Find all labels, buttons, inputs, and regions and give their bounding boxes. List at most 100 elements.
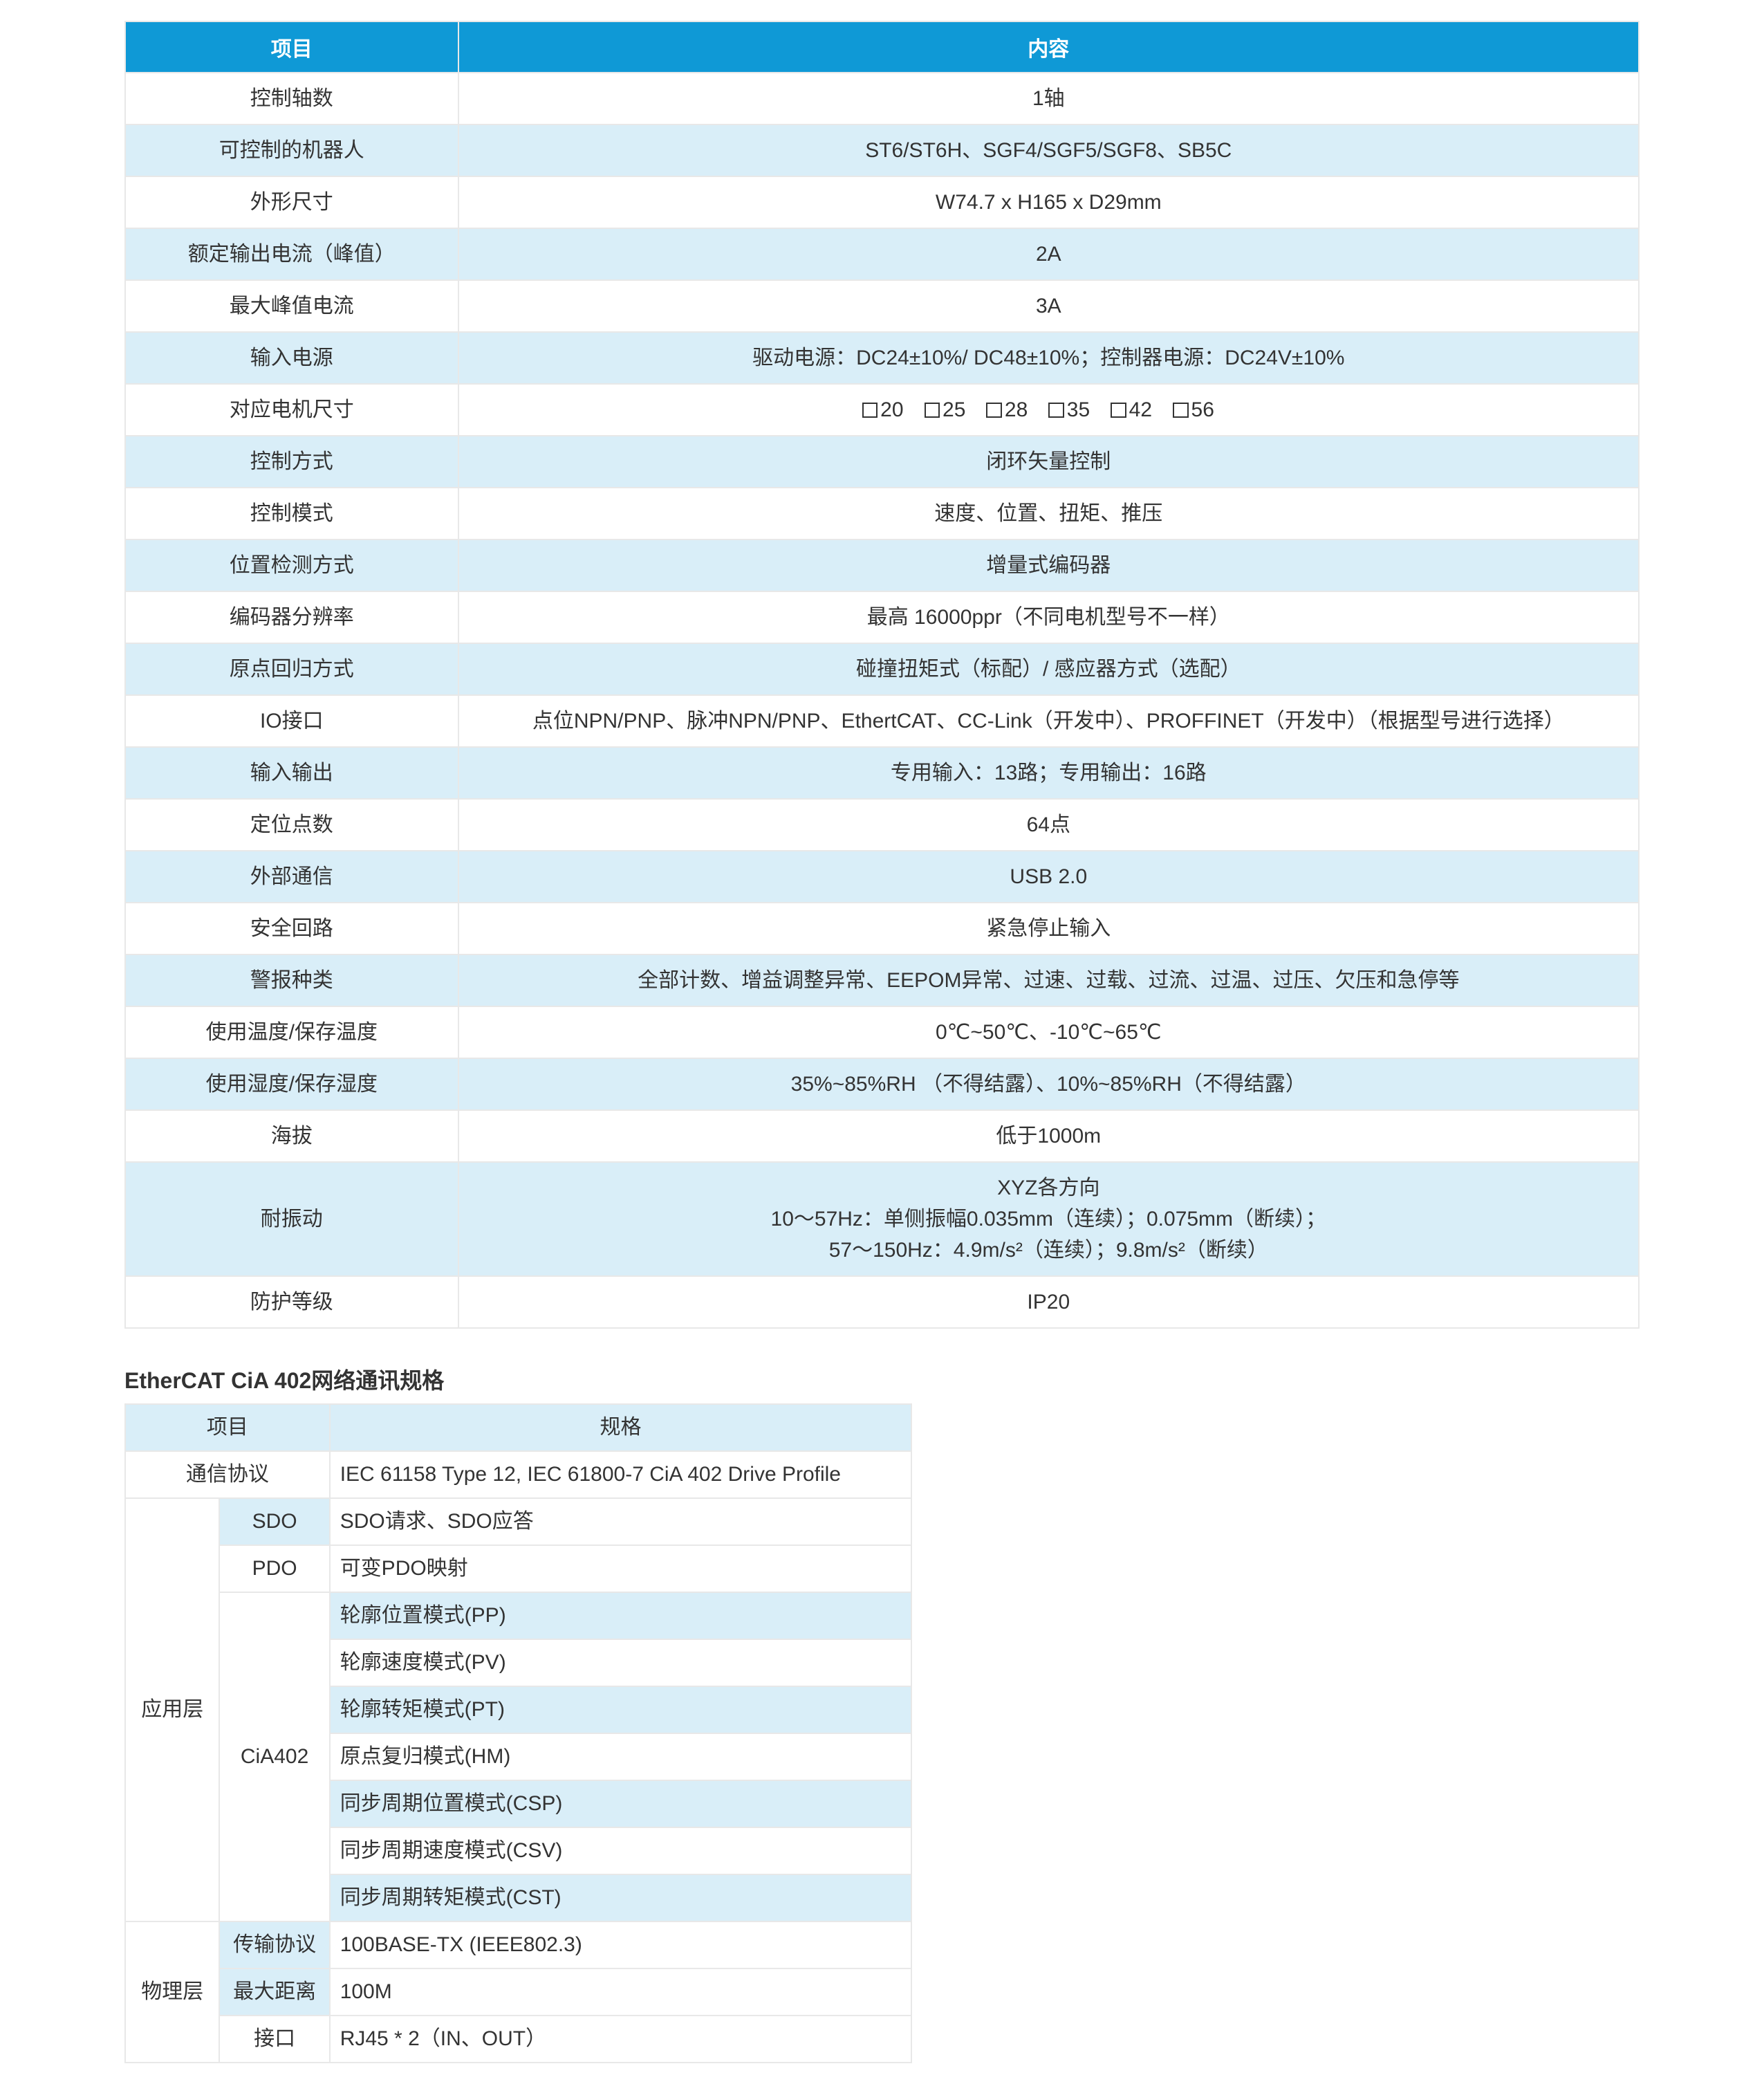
table-row: 最大距离100M (125, 1968, 911, 2016)
spec-value: ST6/ST6H、SGF4/SGF5/SGF8、SB5C (458, 125, 1639, 176)
spec-value: 专用输入：13路；专用输出：16路 (458, 747, 1639, 799)
spec-label: 输入输出 (125, 747, 458, 799)
spec-label: 耐振动 (125, 1162, 458, 1276)
table-row: 原点回归方式碰撞扭矩式（标配）/ 感应器方式（选配） (125, 643, 1639, 695)
net-value: 轮廓位置模式(PP) (330, 1592, 912, 1639)
spec-value: XYZ各方向10～57Hz：单侧振幅0.035mm（连续）；0.075mm（断续… (458, 1162, 1639, 1276)
checkbox-icon (925, 403, 940, 418)
checkbox-label: 42 (1129, 398, 1173, 421)
checkbox-icon (1048, 403, 1064, 418)
spec-value: 35%~85%RH （不得结露）、10%~85%RH（不得结露） (458, 1058, 1639, 1110)
spec-label: 原点回归方式 (125, 643, 458, 695)
spec-label: 海拔 (125, 1110, 458, 1162)
net-sub: CiA402 (219, 1592, 329, 1921)
spec-value: IP20 (458, 1276, 1639, 1328)
table-row: 外部通信USB 2.0 (125, 851, 1639, 903)
table-row: 应用层SDOSDO请求、SDO应答 (125, 1498, 911, 1545)
net-value: 原点复归模式(HM) (330, 1733, 912, 1780)
table-row: PDO可变PDO映射 (125, 1545, 911, 1592)
table-row: 额定输出电流（峰值）2A (125, 228, 1639, 280)
spec-value: 2A (458, 228, 1639, 280)
net-value: 100M (330, 1968, 912, 2016)
table-row: CiA402轮廓位置模式(PP) (125, 1592, 911, 1639)
net-sub: PDO (219, 1545, 329, 1592)
spec-label: 使用湿度/保存湿度 (125, 1058, 458, 1110)
net-value: 同步周期速度模式(CSV) (330, 1827, 912, 1874)
net-value: 轮廓速度模式(PV) (330, 1639, 912, 1686)
spec-value: 增量式编码器 (458, 540, 1639, 591)
table-row: 位置检测方式增量式编码器 (125, 540, 1639, 591)
spec-value: 全部计数、增益调整异常、EEPOM异常、过速、过载、过流、过温、过压、欠压和急停… (458, 955, 1639, 1006)
spec-value: 64点 (458, 799, 1639, 851)
spec-value: USB 2.0 (458, 851, 1639, 903)
net-value: SDO请求、SDO应答 (330, 1498, 912, 1545)
spec-value: 闭环矢量控制 (458, 436, 1639, 488)
spec-label: 定位点数 (125, 799, 458, 851)
table-row: 通信协议IEC 61158 Type 12, IEC 61800-7 CiA 4… (125, 1451, 911, 1498)
spec-value: 点位NPN/PNP、脉冲NPN/PNP、EthertCAT、CC-Link（开发… (458, 695, 1639, 747)
net-value: 轮廓转矩模式(PT) (330, 1686, 912, 1733)
net-value: IEC 61158 Type 12, IEC 61800-7 CiA 402 D… (330, 1451, 912, 1498)
net-sub: 最大距离 (219, 1968, 329, 2016)
net-value: 100BASE-TX (IEEE802.3) (330, 1921, 912, 1968)
table-row: 对应电机尺寸20 25 28 35 42 56 (125, 384, 1639, 436)
spec-label: 控制模式 (125, 488, 458, 540)
table-row: 外形尺寸W74.7 x H165 x D29mm (125, 176, 1639, 228)
net-value: 同步周期位置模式(CSP) (330, 1780, 912, 1827)
net-header-spec: 规格 (330, 1404, 912, 1451)
spec-value: 1轴 (458, 73, 1639, 125)
spec-value: 低于1000m (458, 1110, 1639, 1162)
table-row: 控制方式闭环矢量控制 (125, 436, 1639, 488)
table-row: 定位点数64点 (125, 799, 1639, 851)
spec-label: IO接口 (125, 695, 458, 747)
spec-label: 控制方式 (125, 436, 458, 488)
spec-value: 碰撞扭矩式（标配）/ 感应器方式（选配） (458, 643, 1639, 695)
net-layer: 物理层 (125, 1921, 219, 2063)
spec-value: 驱动电源：DC24±10%/ DC48±10%；控制器电源：DC24V±10% (458, 332, 1639, 384)
checkbox-label: 56 (1191, 398, 1235, 421)
spec-label: 外形尺寸 (125, 176, 458, 228)
net-sub: 通信协议 (125, 1451, 330, 1498)
ethercat-spec-table: 项目 规格 通信协议IEC 61158 Type 12, IEC 61800-7… (124, 1403, 912, 2063)
checkbox-icon (1173, 403, 1189, 418)
net-layer: 应用层 (125, 1498, 219, 1921)
spec-value: 速度、位置、扭矩、推压 (458, 488, 1639, 540)
spec-value: W74.7 x H165 x D29mm (458, 176, 1639, 228)
table-row: 控制轴数1轴 (125, 73, 1639, 125)
spec-header-content: 内容 (458, 21, 1639, 73)
net-sub: 传输协议 (219, 1921, 329, 1968)
spec-label: 最大峰值电流 (125, 280, 458, 332)
spec-table: 项目 内容 控制轴数1轴可控制的机器人ST6/ST6H、SGF4/SGF5/SG… (124, 21, 1640, 1329)
net-value: RJ45 * 2（IN、OUT） (330, 2016, 912, 2063)
spec-label: 可控制的机器人 (125, 125, 458, 176)
spec-label: 使用温度/保存温度 (125, 1006, 458, 1058)
net-sub: SDO (219, 1498, 329, 1545)
spec-value: 紧急停止输入 (458, 903, 1639, 955)
table-row: 安全回路紧急停止输入 (125, 903, 1639, 955)
spec-value: 20 25 28 35 42 56 (458, 384, 1639, 436)
table-row: 使用湿度/保存湿度35%~85%RH （不得结露）、10%~85%RH（不得结露… (125, 1058, 1639, 1110)
table-row: 最大峰值电流3A (125, 280, 1639, 332)
table-row: 物理层传输协议100BASE-TX (IEEE802.3) (125, 1921, 911, 1968)
table-row: 使用温度/保存温度0℃~50℃、-10℃~65℃ (125, 1006, 1639, 1058)
checkbox-label: 35 (1067, 398, 1111, 421)
table-row: 接口RJ45 * 2（IN、OUT） (125, 2016, 911, 2063)
table-row: 防护等级IP20 (125, 1276, 1639, 1328)
table-row: 控制模式速度、位置、扭矩、推压 (125, 488, 1639, 540)
spec-label: 防护等级 (125, 1276, 458, 1328)
table-row: 输入输出专用输入：13路；专用输出：16路 (125, 747, 1639, 799)
table-row: 可控制的机器人ST6/ST6H、SGF4/SGF5/SGF8、SB5C (125, 125, 1639, 176)
spec-label: 位置检测方式 (125, 540, 458, 591)
ethercat-section-title: EtherCAT CiA 402网络通讯规格 (124, 1363, 1640, 1395)
spec-label: 输入电源 (125, 332, 458, 384)
spec-value: 最高 16000ppr（不同电机型号不一样） (458, 591, 1639, 643)
checkbox-label: 20 (880, 398, 924, 421)
checkbox-icon (1111, 403, 1126, 418)
spec-value: 0℃~50℃、-10℃~65℃ (458, 1006, 1639, 1058)
table-row: 输入电源驱动电源：DC24±10%/ DC48±10%；控制器电源：DC24V±… (125, 332, 1639, 384)
net-sub: 接口 (219, 2016, 329, 2063)
table-row: IO接口点位NPN/PNP、脉冲NPN/PNP、EthertCAT、CC-Lin… (125, 695, 1639, 747)
spec-header-item: 项目 (125, 21, 458, 73)
net-value: 同步周期转矩模式(CST) (330, 1874, 912, 1921)
net-header-item: 项目 (125, 1404, 330, 1451)
